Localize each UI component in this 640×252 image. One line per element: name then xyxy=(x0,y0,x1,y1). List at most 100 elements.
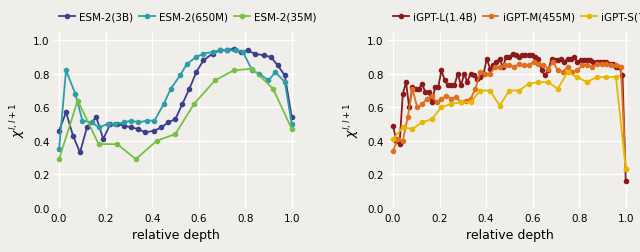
iGPT-S(76M) xyxy=(506,90,513,93)
iGPT-M(455M) xyxy=(399,140,406,143)
ESM-2(3B) xyxy=(157,126,165,129)
ESM-2(3B) xyxy=(260,55,268,58)
ESM-2(3B) xyxy=(216,50,223,53)
ESM-2(35M) xyxy=(74,100,81,103)
ESM-2(35M) xyxy=(132,158,140,161)
iGPT-M(455M) xyxy=(452,96,460,99)
ESM-2(3B) xyxy=(288,116,296,119)
ESM-2(35M) xyxy=(269,88,277,91)
ESM-2(3B) xyxy=(150,130,158,133)
ESM-2(650M) xyxy=(281,81,289,84)
ESM-2(3B) xyxy=(193,71,200,74)
iGPT-S(76M) xyxy=(476,90,484,93)
ESM-2(3B) xyxy=(69,135,77,138)
ESM-2(650M) xyxy=(111,123,119,126)
ESM-2(650M) xyxy=(143,120,151,123)
iGPT-S(76M) xyxy=(486,90,494,93)
iGPT-M(455M) xyxy=(481,73,489,76)
ESM-2(650M) xyxy=(134,121,142,124)
iGPT-L(1.4B) xyxy=(622,180,630,183)
ESM-2(650M) xyxy=(79,120,86,123)
Y-axis label: $\chi^{l,l+1}$: $\chi^{l,l+1}$ xyxy=(8,103,28,138)
iGPT-L(1.4B) xyxy=(593,61,600,64)
iGPT-M(455M) xyxy=(622,168,630,171)
iGPT-M(455M) xyxy=(394,138,402,141)
iGPT-M(455M) xyxy=(588,66,596,69)
ESM-2(3B) xyxy=(141,131,149,134)
iGPT-S(76M) xyxy=(496,105,504,108)
iGPT-M(455M) xyxy=(573,70,581,73)
iGPT-M(455M) xyxy=(423,98,431,101)
iGPT-M(455M) xyxy=(511,66,518,69)
ESM-2(650M) xyxy=(62,70,70,73)
iGPT-M(455M) xyxy=(593,63,600,66)
iGPT-M(455M) xyxy=(389,150,397,153)
iGPT-M(455M) xyxy=(413,106,421,109)
iGPT-M(455M) xyxy=(457,101,465,104)
ESM-2(3B) xyxy=(76,151,84,154)
iGPT-M(455M) xyxy=(442,95,450,98)
ESM-2(650M) xyxy=(55,148,63,151)
ESM-2(35M) xyxy=(55,158,63,161)
iGPT-L(1.4B) xyxy=(467,73,474,76)
Line: ESM-2(3B): ESM-2(3B) xyxy=(57,47,294,155)
iGPT-S(76M) xyxy=(583,81,591,84)
ESM-2(3B) xyxy=(164,121,172,124)
ESM-2(35M) xyxy=(172,133,179,136)
ESM-2(3B) xyxy=(172,118,179,121)
iGPT-M(455M) xyxy=(515,63,523,66)
ESM-2(650M) xyxy=(232,50,240,53)
iGPT-S(76M) xyxy=(622,168,630,171)
iGPT-M(455M) xyxy=(612,65,620,68)
iGPT-S(76M) xyxy=(603,76,611,79)
iGPT-M(455M) xyxy=(467,98,474,101)
ESM-2(650M) xyxy=(176,75,184,78)
iGPT-S(76M) xyxy=(419,121,426,124)
Line: ESM-2(650M): ESM-2(650M) xyxy=(57,49,294,152)
ESM-2(3B) xyxy=(200,60,207,63)
ESM-2(35M) xyxy=(95,143,102,146)
ESM-2(650M) xyxy=(150,120,158,123)
ESM-2(650M) xyxy=(127,120,135,123)
ESM-2(650M) xyxy=(255,73,263,76)
ESM-2(35M) xyxy=(153,140,161,143)
iGPT-L(1.4B) xyxy=(389,125,397,128)
iGPT-S(76M) xyxy=(515,90,523,93)
Line: iGPT-S(76M): iGPT-S(76M) xyxy=(391,71,628,172)
iGPT-M(455M) xyxy=(428,95,436,98)
ESM-2(650M) xyxy=(209,51,216,54)
ESM-2(650M) xyxy=(72,93,79,96)
ESM-2(35M) xyxy=(248,68,256,71)
iGPT-M(455M) xyxy=(438,98,445,101)
ESM-2(35M) xyxy=(211,80,219,83)
iGPT-M(455M) xyxy=(500,65,508,68)
iGPT-M(455M) xyxy=(540,65,547,68)
Legend: iGPT-L(1.4B), iGPT-M(455M), iGPT-S(76M): iGPT-L(1.4B), iGPT-M(455M), iGPT-S(76M) xyxy=(388,8,640,26)
iGPT-M(455M) xyxy=(568,71,576,74)
Y-axis label: $\chi^{l,l+1}$: $\chi^{l,l+1}$ xyxy=(342,103,362,138)
ESM-2(650M) xyxy=(160,103,168,106)
ESM-2(35M) xyxy=(230,70,237,73)
iGPT-S(76M) xyxy=(534,81,542,84)
ESM-2(650M) xyxy=(223,50,230,53)
ESM-2(650M) xyxy=(95,126,102,129)
iGPT-L(1.4B) xyxy=(586,60,594,63)
ESM-2(650M) xyxy=(271,71,279,74)
ESM-2(3B) xyxy=(274,65,282,68)
iGPT-M(455M) xyxy=(549,61,557,64)
iGPT-M(455M) xyxy=(530,61,538,64)
iGPT-M(455M) xyxy=(545,68,552,71)
iGPT-M(455M) xyxy=(496,66,504,69)
iGPT-M(455M) xyxy=(598,63,605,66)
ESM-2(3B) xyxy=(113,123,121,126)
ESM-2(3B) xyxy=(106,123,114,126)
iGPT-M(455M) xyxy=(603,63,611,66)
iGPT-M(455M) xyxy=(520,65,528,68)
ESM-2(3B) xyxy=(244,50,252,53)
iGPT-S(76M) xyxy=(447,103,455,106)
iGPT-M(455M) xyxy=(433,101,440,104)
ESM-2(3B) xyxy=(179,103,186,106)
ESM-2(3B) xyxy=(267,56,275,59)
iGPT-M(455M) xyxy=(534,63,542,66)
iGPT-L(1.4B) xyxy=(603,61,611,64)
